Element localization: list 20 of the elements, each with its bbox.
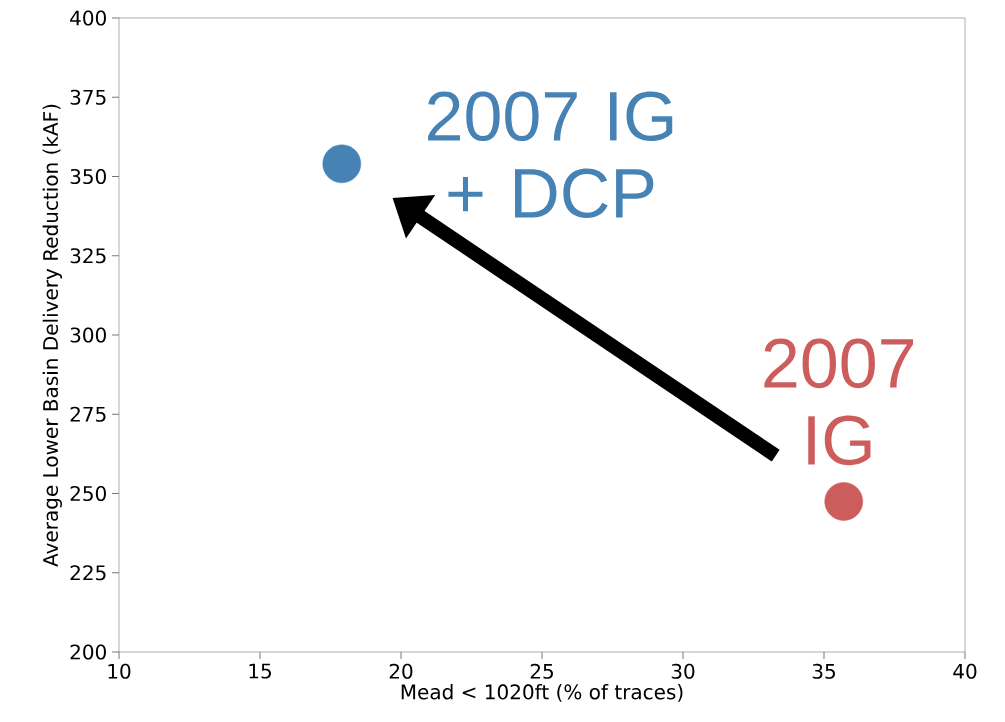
y-tick-label: 400 (70, 10, 106, 26)
y-tick-label: 275 (70, 406, 106, 422)
x-tick-label: 35 (812, 663, 835, 679)
y-tick-label: 200 (70, 644, 106, 660)
y-tick-label: 325 (70, 248, 106, 264)
x-tick-label: 20 (389, 663, 413, 679)
y-tick-label: 375 (70, 89, 106, 105)
series-label: 2007 IG (764, 338, 914, 466)
y-tick-label: 225 (70, 565, 106, 581)
legend-label: 2007 IG + DCP (428, 91, 673, 219)
x-tick-label: 40 (953, 663, 977, 679)
x-tick-label: 15 (249, 663, 271, 679)
x-axis-title: Mead < 1020ft (% of traces) (401, 684, 683, 702)
x-tick-label: 10 (108, 663, 131, 679)
y-tick-label: 350 (70, 168, 106, 185)
y-tick-label: 250 (70, 485, 106, 502)
y-axis-title: Average Lower Basin Delivery Reduction (kAF) (42, 104, 62, 567)
x-tick-label: 25 (530, 663, 553, 679)
y-tick-label: 300 (70, 327, 106, 343)
x-tick-label: 30 (671, 663, 695, 679)
